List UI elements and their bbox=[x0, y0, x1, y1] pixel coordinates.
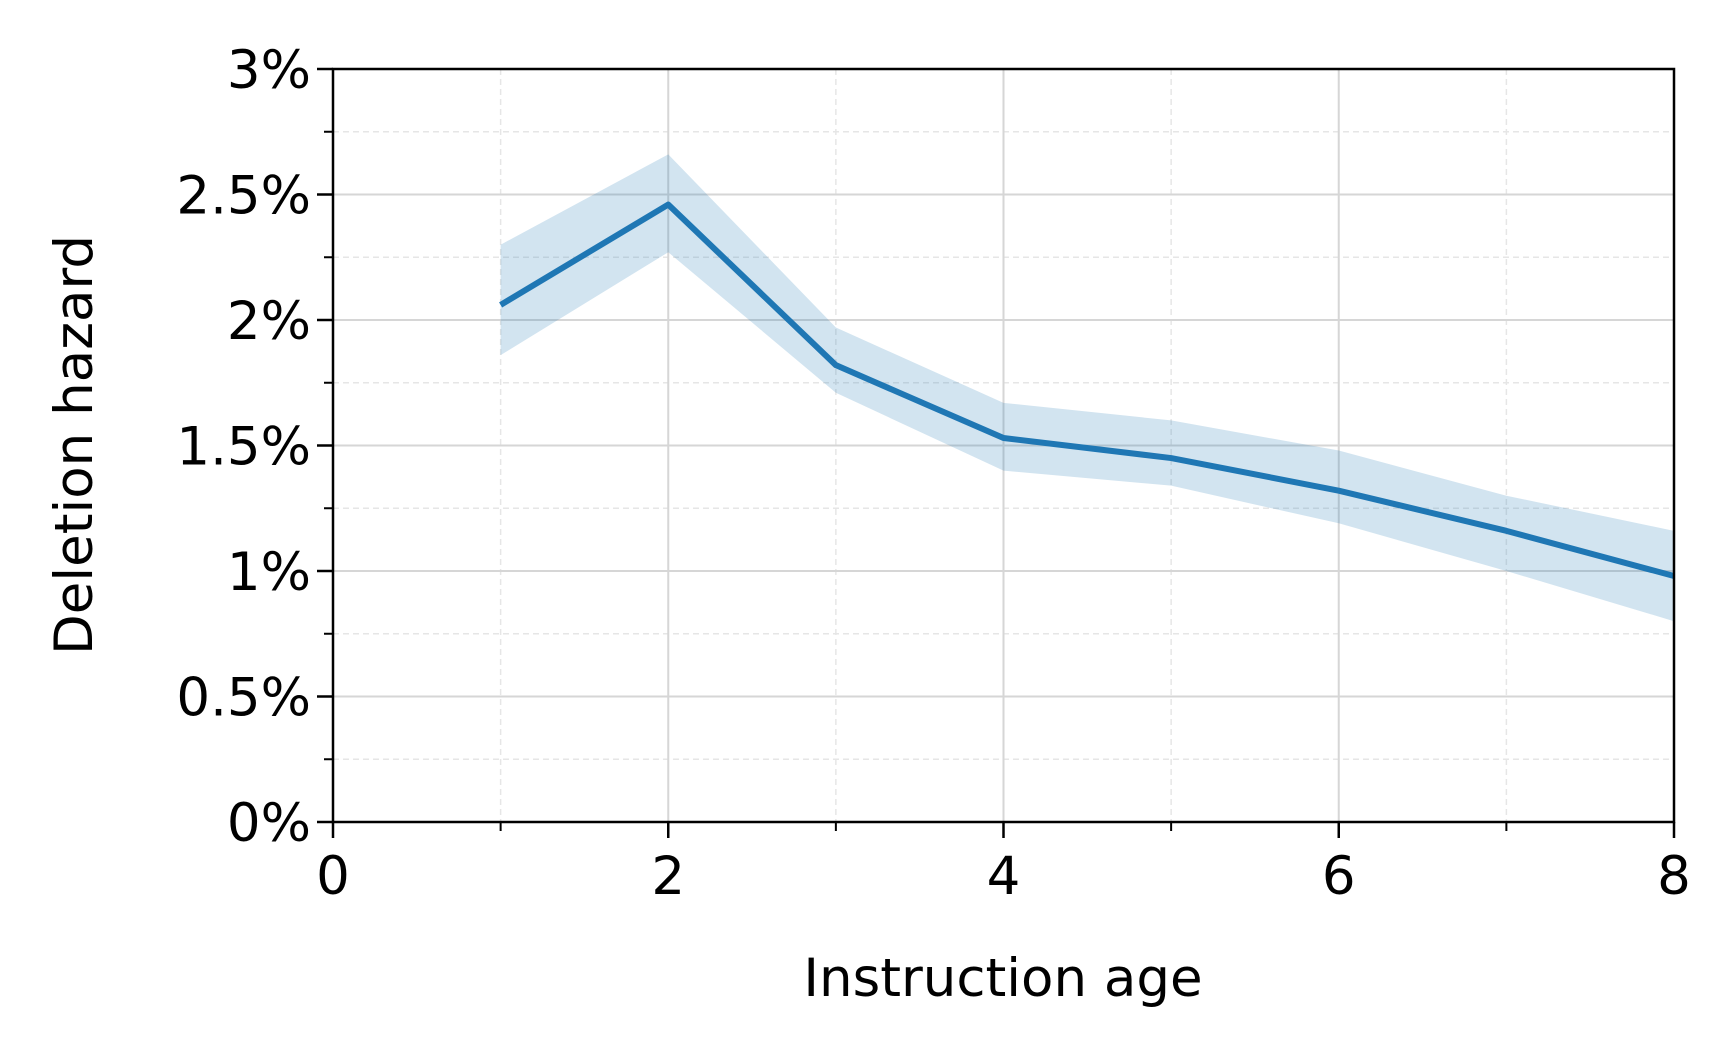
y-tick-label: 2% bbox=[227, 291, 311, 352]
y-axis-label: Deletion hazard bbox=[44, 235, 105, 655]
y-tick-label: 3% bbox=[227, 40, 311, 101]
y-tick-label: 2.5% bbox=[176, 166, 311, 227]
x-tick-label: 6 bbox=[1322, 846, 1356, 907]
x-tick-label: 0 bbox=[316, 846, 350, 907]
y-tick-label: 1.5% bbox=[176, 417, 311, 478]
y-tick-label: 1% bbox=[227, 542, 311, 603]
plot-frame bbox=[331, 67, 1676, 824]
x-tick-label: 8 bbox=[1657, 846, 1691, 907]
y-tick-label: 0.5% bbox=[176, 668, 311, 729]
confidence-band bbox=[500, 154, 1674, 622]
y-tick-label: 0% bbox=[227, 793, 311, 854]
line bbox=[499, 201, 1675, 579]
x-axis-label: Instruction age bbox=[803, 948, 1202, 1009]
x-tick-label: 2 bbox=[651, 846, 685, 907]
x-tick-label: 4 bbox=[987, 846, 1021, 907]
